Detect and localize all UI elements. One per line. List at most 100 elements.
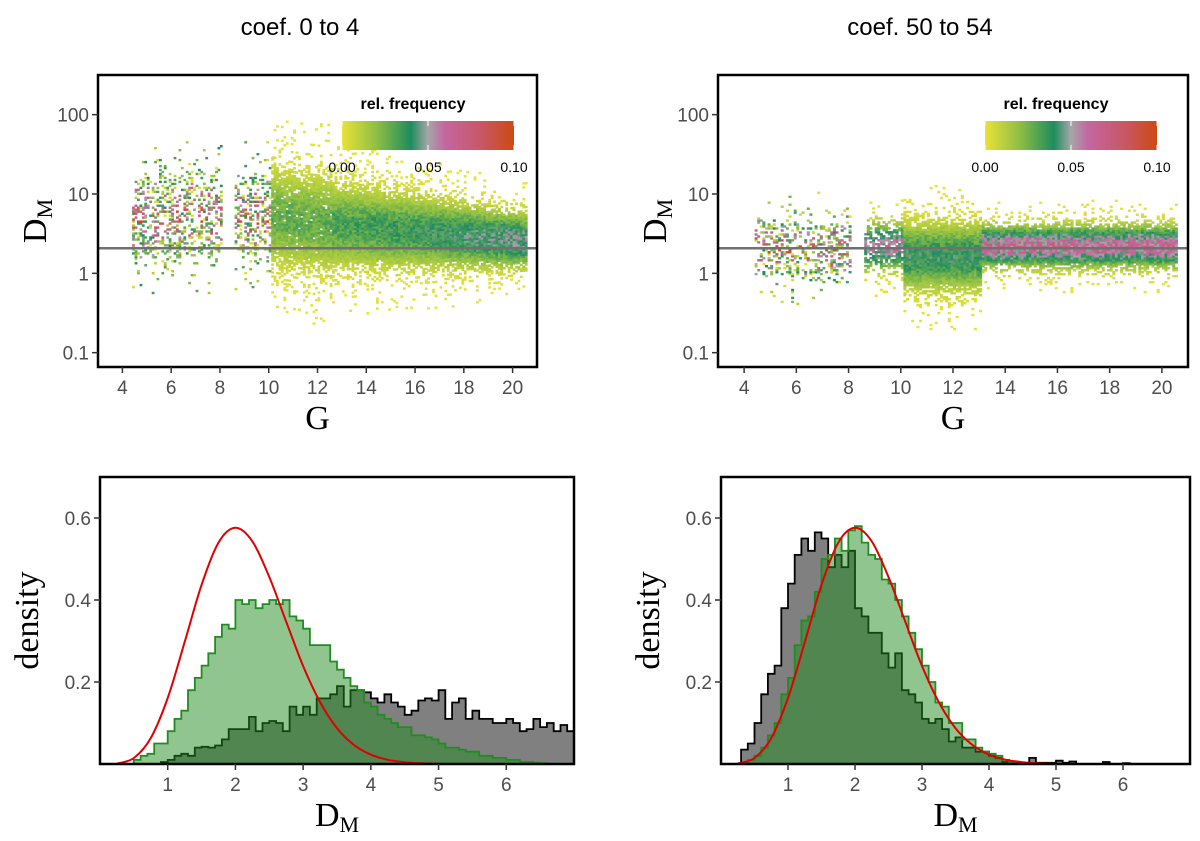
heatmap-cell <box>237 208 240 211</box>
heatmap-cell <box>493 250 496 253</box>
heatmap-cell <box>415 222 418 226</box>
heatmap-cell <box>434 213 438 216</box>
heatmap-cell <box>207 222 211 225</box>
heatmap-cell <box>376 271 379 275</box>
heatmap-cell <box>351 174 355 177</box>
heatmap-cell <box>468 262 472 265</box>
heatmap-cell <box>295 179 299 182</box>
heatmap-cell <box>412 250 416 254</box>
heatmap-cell <box>293 224 296 227</box>
heatmap-cell <box>498 287 501 290</box>
heatmap-cell <box>278 222 282 226</box>
heatmap-cell <box>459 245 462 248</box>
heatmap-cell <box>485 266 489 269</box>
heatmap-cell <box>293 210 296 214</box>
heatmap-cell <box>334 251 338 254</box>
heatmap-cell <box>393 183 396 186</box>
heatmap-cell <box>366 220 370 224</box>
heatmap-cell <box>410 235 413 238</box>
heatmap-cell <box>376 251 379 255</box>
heatmap-cell <box>273 255 277 259</box>
heatmap-cell <box>268 180 272 184</box>
heatmap-cell <box>383 255 387 258</box>
heatmap-cell <box>366 236 370 240</box>
heatmap-cell <box>205 204 209 207</box>
heatmap-cell <box>376 196 379 199</box>
heatmap-cell <box>307 204 311 208</box>
heatmap-cell <box>480 270 484 274</box>
heatmap-cell <box>146 186 150 190</box>
heatmap-cell <box>332 195 335 199</box>
heatmap-cell <box>271 158 274 161</box>
heatmap-cell <box>244 182 248 186</box>
heatmap-cell <box>290 182 294 185</box>
heatmap-cell <box>366 312 370 315</box>
heatmap-cell <box>444 188 448 191</box>
heatmap-cell <box>373 210 377 213</box>
heatmap-cell <box>315 308 318 312</box>
heatmap-cell <box>200 232 204 235</box>
heatmap-cell <box>471 259 474 263</box>
heatmap-cell <box>141 208 145 211</box>
heatmap-cell <box>415 230 418 234</box>
heatmap-cell <box>337 209 340 212</box>
heatmap-cell <box>390 218 394 222</box>
heatmap-cell <box>290 200 294 203</box>
heatmap-cell <box>405 239 409 242</box>
heatmap-cell <box>495 222 499 225</box>
heatmap-cell <box>334 229 338 232</box>
heatmap-cell <box>285 199 289 203</box>
heatmap-cell <box>495 234 499 237</box>
heatmap-cell <box>195 184 199 188</box>
heatmap-cell <box>349 172 352 176</box>
heatmap-cell <box>310 252 313 255</box>
heatmap-cell <box>419 214 423 217</box>
heatmap-cell <box>280 179 284 182</box>
heatmap-cell <box>468 268 472 271</box>
heatmap-cell <box>156 212 160 215</box>
heatmap-cell <box>141 242 145 245</box>
heatmap-cell <box>424 229 428 233</box>
heatmap-cell <box>349 214 352 217</box>
heatmap-cell <box>380 180 384 183</box>
heatmap-cell <box>400 214 404 217</box>
heatmap-cell <box>310 238 313 242</box>
heatmap-cell <box>395 200 399 203</box>
heatmap-cell <box>446 210 450 213</box>
heatmap-cell <box>359 197 362 201</box>
heatmap-cell <box>459 215 462 218</box>
heatmap-cell <box>466 238 470 241</box>
heatmap-cell <box>405 255 409 258</box>
heatmap-cell <box>361 201 365 204</box>
heatmap-cell <box>468 238 472 241</box>
heatmap-cell <box>217 200 221 203</box>
heatmap-cell <box>219 212 223 215</box>
heatmap-cell <box>337 189 340 192</box>
heatmap-cell <box>315 243 318 246</box>
heatmap-cell <box>271 251 274 254</box>
heatmap-cell <box>327 254 331 258</box>
heatmap-cell <box>293 216 296 220</box>
heatmap-cell <box>398 257 401 261</box>
heatmap-cell <box>493 232 496 235</box>
heatmap-cell <box>429 237 433 240</box>
heatmap-cell <box>334 235 338 238</box>
heatmap-cell <box>476 215 479 219</box>
heatmap-cell <box>461 252 465 256</box>
heatmap-cell <box>334 175 338 179</box>
heatmap-cell <box>237 220 240 223</box>
heatmap-cell <box>346 204 350 207</box>
heatmap-cell <box>398 232 401 235</box>
heatmap-cell <box>346 262 350 265</box>
heatmap-cell <box>327 177 331 180</box>
heatmap-cell <box>334 181 338 185</box>
heatmap-cell <box>305 218 309 221</box>
heatmap-cell <box>305 275 309 279</box>
heatmap-cell <box>217 168 221 172</box>
heatmap-cell <box>288 235 291 239</box>
heatmap-cell <box>359 271 362 274</box>
heatmap-cell <box>324 212 328 216</box>
heatmap-cell <box>471 257 474 261</box>
heatmap-cell <box>290 210 294 213</box>
heatmap-cell <box>285 184 289 187</box>
